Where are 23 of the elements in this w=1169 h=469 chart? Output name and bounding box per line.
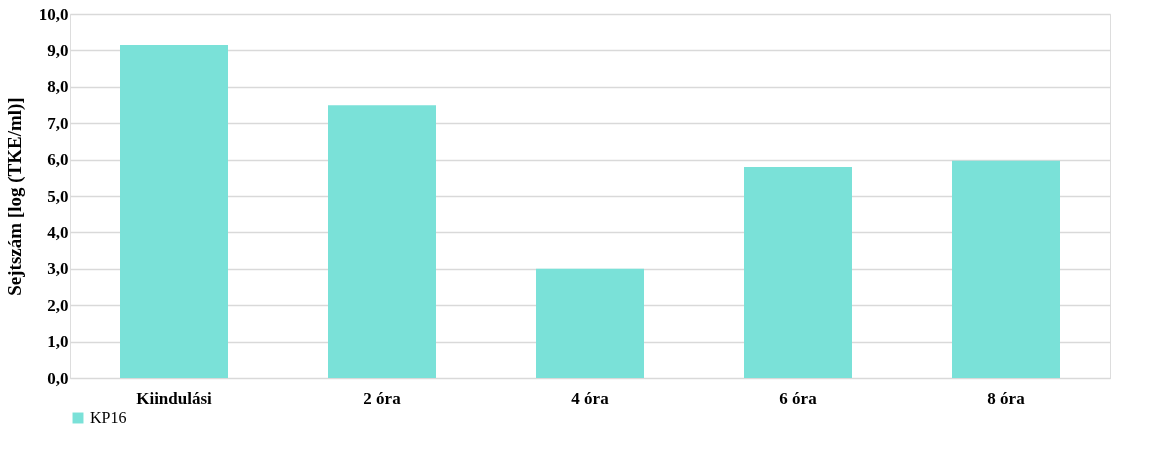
y-tick-label: 8,0 (47, 77, 69, 97)
y-tick-label: 5,0 (47, 186, 69, 206)
legend-label: KP16 (90, 409, 127, 426)
bar (536, 268, 644, 378)
x-tick-label: 4 óra (571, 388, 610, 408)
bar (744, 166, 852, 378)
y-tick-label: 7,0 (47, 113, 69, 133)
y-tick-label: 10,0 (38, 4, 69, 24)
y-tick-label: 4,0 (47, 222, 69, 242)
y-tick-label: 3,0 (47, 259, 69, 279)
x-tick-label: 2 óra (363, 388, 402, 408)
bar (952, 160, 1060, 378)
bar (120, 44, 228, 378)
x-tick-label: 6 óra (779, 388, 818, 408)
x-tick-label: 8 óra (987, 388, 1026, 408)
y-tick-label: 2,0 (47, 295, 69, 315)
y-tick-label: 6,0 (47, 150, 69, 170)
bar (328, 105, 436, 378)
y-tick-label: 9,0 (47, 40, 69, 60)
y-tick-label: 0,0 (47, 368, 69, 388)
x-tick-label: Kiindulási (136, 388, 213, 408)
y-axis-title: Sejtszám [log (TKE/ml)] (3, 97, 26, 296)
y-tick-label: 1,0 (47, 332, 69, 352)
